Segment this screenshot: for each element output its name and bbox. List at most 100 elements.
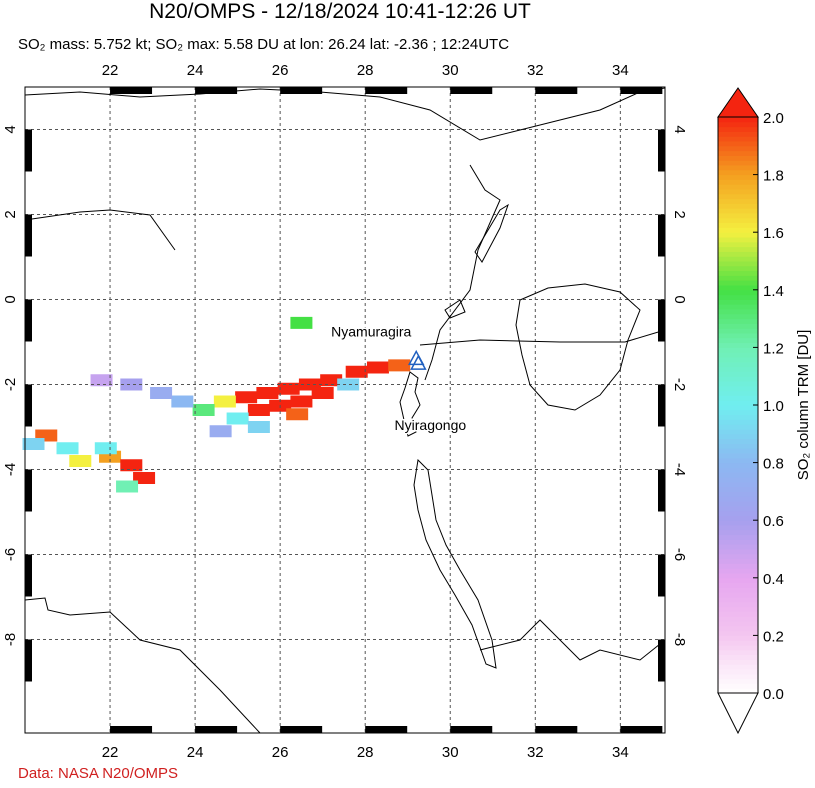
x-tick-label: 34 xyxy=(612,744,629,761)
colorbar-tick-label: 0.8 xyxy=(763,456,784,473)
tick-mark xyxy=(620,87,663,94)
tick-mark xyxy=(450,87,493,94)
colorbar-swatch xyxy=(718,597,758,603)
y-tick-label: 4 xyxy=(671,125,688,133)
colorbar-swatch xyxy=(718,601,758,608)
colorbar-swatch xyxy=(718,261,758,267)
tick-mark xyxy=(195,87,238,94)
colorbar-tick-label: 0.4 xyxy=(763,571,784,588)
so2-cell xyxy=(320,374,343,387)
x-tick-label: 32 xyxy=(527,744,544,761)
colorbar-swatch xyxy=(718,659,758,665)
colorbar-swatch xyxy=(718,193,758,200)
border xyxy=(424,164,501,381)
x-tick-label: 22 xyxy=(102,744,119,761)
colorbar-swatch xyxy=(718,429,758,435)
y-tick-label: 0 xyxy=(671,295,688,303)
colorbar-swatch xyxy=(718,309,758,315)
y-tick-label: -6 xyxy=(671,548,688,561)
colorbar-swatch xyxy=(718,126,758,132)
tick-mark xyxy=(620,726,663,733)
x-tick-label: 26 xyxy=(272,744,289,761)
colorbar-swatch xyxy=(718,294,758,300)
y-tick-label: 4 xyxy=(2,125,19,133)
tick-mark xyxy=(658,214,665,257)
colorbar-swatch xyxy=(718,131,758,137)
so2-cell xyxy=(311,387,334,399)
colorbar-swatch xyxy=(718,299,758,305)
so2-cell xyxy=(209,425,232,438)
colorbar-swatch xyxy=(718,462,758,468)
tick-mark xyxy=(365,726,408,733)
colorbar-swatch xyxy=(718,510,758,516)
colorbar-swatch xyxy=(718,184,758,190)
colorbar-swatch xyxy=(718,525,758,531)
colorbar-label: SO₂ column TRM [DU] xyxy=(795,330,812,481)
colorbar-swatch xyxy=(718,640,758,646)
colorbar-swatch xyxy=(718,405,758,411)
tick-mark xyxy=(25,299,32,342)
colorbar-swatch xyxy=(718,232,758,238)
colorbar-swatch xyxy=(718,371,758,377)
colorbar-swatch xyxy=(718,395,758,401)
x-tick-label: 28 xyxy=(357,744,374,761)
y-tick-label: -2 xyxy=(671,378,688,391)
colorbar-under xyxy=(717,692,759,735)
x-tick-label: 30 xyxy=(442,62,459,79)
tick-mark xyxy=(535,87,578,94)
colorbar-swatch xyxy=(718,237,758,243)
so2-cell xyxy=(388,359,411,372)
colorbar-swatch xyxy=(718,289,758,296)
colorbar-swatch xyxy=(718,534,758,540)
colorbar-swatch xyxy=(718,630,758,636)
colorbar-swatch xyxy=(718,222,758,228)
colorbar-tick-label: 0.2 xyxy=(763,628,784,645)
tick-mark xyxy=(110,726,153,733)
colorbar: 0.0 0.2 0.4 0.6 0.8 1.0 1.2 1.4 1.6 1.8 2.0 SO₂ col… xyxy=(717,87,812,735)
colorbar-tick-label: 1.4 xyxy=(763,283,784,300)
colorbar-swatch xyxy=(718,246,758,252)
colorbar-swatch xyxy=(718,414,758,420)
colorbar-swatch xyxy=(718,145,758,152)
colorbar-swatch xyxy=(718,347,758,353)
colorbar-swatch xyxy=(718,505,758,512)
so2-cell xyxy=(213,395,236,408)
border xyxy=(24,597,261,734)
volcanoes: Nyamuragira Nyiragongo xyxy=(330,322,468,435)
colorbar-swatch xyxy=(718,501,758,507)
colorbar-tick-label: 1.8 xyxy=(763,168,784,185)
title: N20/OMPS - 12/18/2024 10:41-12:26 UT xyxy=(149,0,531,23)
colorbar-swatch xyxy=(718,227,758,233)
colorbar-swatch xyxy=(718,649,758,656)
x-tick-label: 30 xyxy=(442,744,459,761)
so2-cell xyxy=(277,382,300,395)
colorbar-tick-label: 2.0 xyxy=(763,110,784,127)
so2-cell xyxy=(56,442,79,455)
tick-mark xyxy=(365,87,408,94)
colorbar-swatch xyxy=(718,645,758,651)
so2-cell xyxy=(345,365,368,378)
so2-cell xyxy=(90,374,113,387)
colorbar-swatch xyxy=(718,573,758,579)
tick-mark xyxy=(658,639,665,682)
colorbar-swatch xyxy=(718,150,758,156)
y-tick-label: -4 xyxy=(2,463,19,476)
colorbar-swatch xyxy=(718,179,758,185)
colorbar-swatch xyxy=(718,385,758,392)
volcano-label: Nyiragongo xyxy=(395,417,467,433)
y-tick-label: -8 xyxy=(2,633,19,646)
y-tick-label: -4 xyxy=(671,463,688,476)
so2-cell xyxy=(22,438,45,450)
colorbar-swatch xyxy=(718,313,758,320)
colorbar-swatch xyxy=(718,304,758,310)
colorbar-swatch xyxy=(718,616,758,622)
x-tick-label: 22 xyxy=(102,62,119,79)
colorbar-swatch xyxy=(718,683,758,689)
so2-cell xyxy=(192,404,215,416)
colorbar-swatch xyxy=(718,121,758,128)
colorbar-swatch xyxy=(718,381,758,387)
colorbar-swatch xyxy=(718,635,758,641)
tick-mark xyxy=(280,87,323,94)
